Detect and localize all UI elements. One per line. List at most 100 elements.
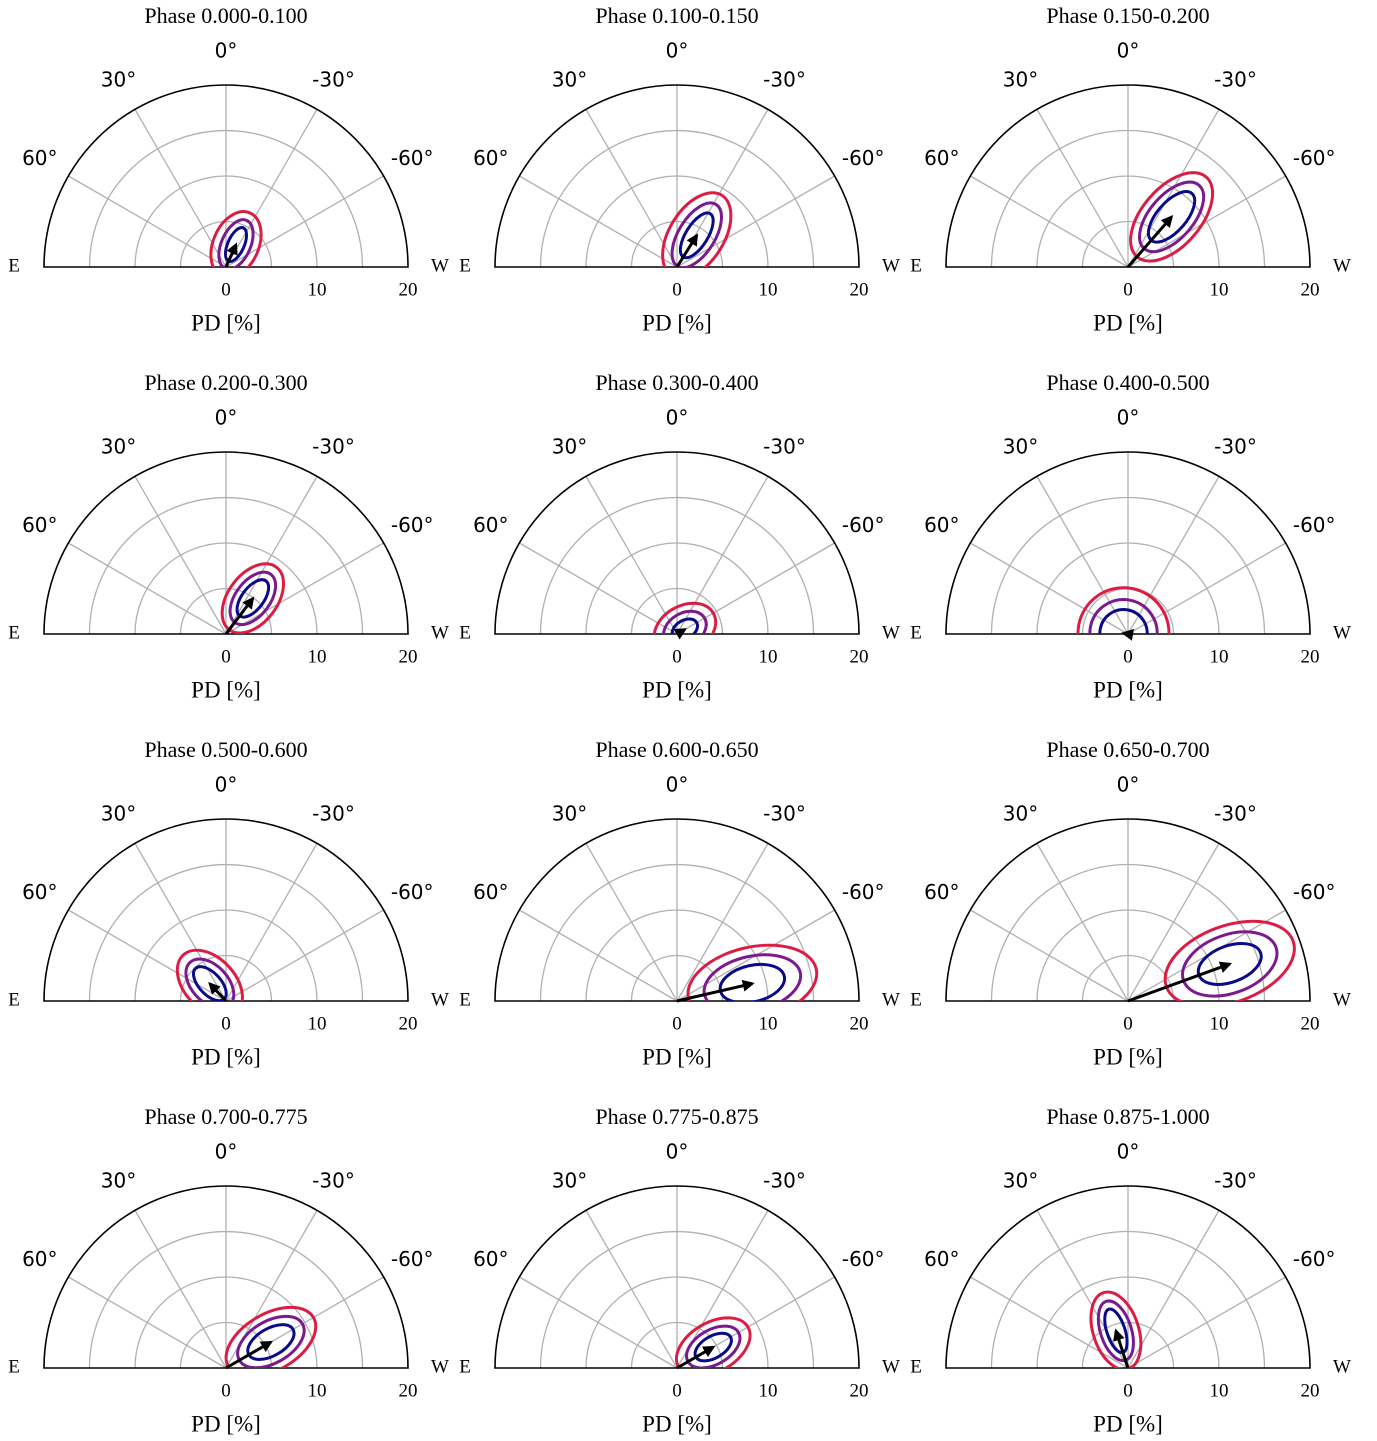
- angle-grid: [676, 175, 835, 268]
- angle-label: 30°: [101, 801, 136, 825]
- west-label: W: [431, 622, 449, 643]
- r-tick-label: 10: [308, 1380, 327, 1401]
- angle-label: 0°: [1117, 773, 1140, 797]
- east-label: E: [8, 1356, 20, 1377]
- angle-grid: [585, 109, 678, 268]
- polar-panel: Phase 0.400-0.500 0 10 20 0° 30° -30° 60° -60° E W…: [910, 370, 1351, 702]
- angle-grid: [68, 909, 227, 1002]
- x-axis-label: PD [%]: [1093, 677, 1163, 702]
- pd-arrow: [676, 979, 755, 1003]
- r-tick-label: 0: [221, 1380, 231, 1401]
- panel-title: Phase 0.600-0.650: [595, 737, 758, 762]
- x-axis-label: PD [%]: [191, 677, 261, 702]
- r-tick-label: 20: [850, 279, 869, 300]
- polar-panel: Phase 0.775-0.875 0 10 20 0° 30° -30° 60° -60° E W…: [459, 1104, 900, 1436]
- panel-title: Phase 0.500-0.600: [144, 737, 307, 762]
- pd-arrow: [208, 981, 228, 1003]
- angle-grid: [225, 909, 384, 1002]
- pd-arrow: [225, 1340, 273, 1370]
- east-label: E: [459, 989, 471, 1010]
- angle-label: -60°: [842, 880, 885, 904]
- angle-label: -30°: [763, 434, 806, 458]
- r-tick-label: 20: [1301, 646, 1320, 667]
- angle-label: 0°: [666, 1140, 689, 1164]
- east-label: E: [8, 622, 20, 643]
- r-tick-label: 10: [1210, 1380, 1229, 1401]
- angle-label: 30°: [101, 67, 136, 91]
- x-axis-label: PD [%]: [191, 310, 261, 335]
- r-tick-label: 20: [399, 279, 418, 300]
- angle-grid: [68, 1276, 227, 1369]
- angle-label: 60°: [22, 1247, 57, 1271]
- angle-label: 60°: [924, 880, 959, 904]
- angle-grid: [1127, 1276, 1286, 1369]
- angle-grid: [585, 1210, 678, 1369]
- angle-label: 60°: [924, 146, 959, 170]
- contour: [1088, 598, 1159, 634]
- r-tick-label: 10: [308, 646, 327, 667]
- angle-label: 60°: [924, 1247, 959, 1271]
- east-label: E: [910, 255, 922, 276]
- angle-grid: [1127, 542, 1286, 635]
- angle-label: 60°: [473, 1247, 508, 1271]
- angle-label: -60°: [1293, 146, 1336, 170]
- angle-grid: [1036, 843, 1129, 1002]
- contours: [1076, 586, 1171, 634]
- angle-grid: [134, 1210, 227, 1369]
- contour: [175, 948, 244, 1001]
- east-label: E: [459, 1356, 471, 1377]
- angle-label: 30°: [552, 434, 587, 458]
- panel-title: Phase 0.400-0.500: [1046, 370, 1209, 395]
- angle-label: 30°: [1003, 67, 1038, 91]
- angle-grid: [676, 843, 769, 1002]
- angle-label: -30°: [312, 67, 355, 91]
- polar-panel: Phase 0.600-0.650 0 10 20 0° 30° -30° 60° -60° E W…: [459, 737, 900, 1069]
- polar-frame: [43, 84, 409, 268]
- angle-label: -30°: [1214, 1168, 1257, 1192]
- angle-label: -60°: [391, 513, 434, 537]
- x-axis-label: PD [%]: [642, 677, 712, 702]
- angle-grid: [519, 1276, 678, 1369]
- r-tick-label: 10: [759, 279, 778, 300]
- angle-grid: [585, 843, 678, 1002]
- angle-label: 0°: [1117, 1140, 1140, 1164]
- angle-label: -30°: [1214, 801, 1257, 825]
- polar-frame: [945, 84, 1311, 268]
- angle-grid: [970, 542, 1129, 635]
- polar-frame: [945, 818, 1311, 1002]
- angle-label: 60°: [473, 880, 508, 904]
- r-tick-label: 20: [850, 1380, 869, 1401]
- angle-label: -60°: [391, 146, 434, 170]
- x-axis-label: PD [%]: [1093, 310, 1163, 335]
- panel-title: Phase 0.300-0.400: [595, 370, 758, 395]
- angle-grid: [970, 909, 1129, 1002]
- pd-arrow: [1127, 961, 1233, 1003]
- angle-label: 30°: [552, 801, 587, 825]
- contour: [678, 211, 715, 260]
- r-tick-label: 20: [1301, 1380, 1320, 1401]
- angle-label: -60°: [1293, 1247, 1336, 1271]
- r-tick-label: 10: [1210, 1013, 1229, 1034]
- r-tick-label: 0: [672, 1013, 682, 1034]
- polar-panel: Phase 0.650-0.700 0 10 20 0° 30° -30° 60° -60° E W…: [910, 737, 1351, 1069]
- x-axis-label: PD [%]: [191, 1044, 261, 1069]
- x-axis-label: PD [%]: [642, 1411, 712, 1436]
- angle-label: 0°: [666, 39, 689, 63]
- r-tick-label: 20: [399, 646, 418, 667]
- angle-label: -30°: [763, 801, 806, 825]
- angle-grid: [134, 109, 227, 268]
- contour: [670, 617, 700, 634]
- angle-grid: [1127, 1210, 1220, 1369]
- angle-label: -60°: [391, 1247, 434, 1271]
- angle-label: 30°: [552, 1168, 587, 1192]
- angle-label: 30°: [1003, 801, 1038, 825]
- angle-label: 60°: [22, 880, 57, 904]
- r-tick-label: 0: [1123, 1380, 1133, 1401]
- r-tick-label: 10: [759, 1380, 778, 1401]
- angle-label: -60°: [1293, 880, 1336, 904]
- polar-panel: Phase 0.200-0.300 0 10 20 0° 30° -30° 60° -60° E W…: [8, 370, 449, 702]
- east-label: E: [8, 989, 20, 1010]
- polar-panel: Phase 0.000-0.100 0 10 20 0° 30° -30° 60° -60° E W…: [8, 3, 449, 335]
- east-label: E: [459, 255, 471, 276]
- panel-title: Phase 0.700-0.775: [144, 1104, 307, 1129]
